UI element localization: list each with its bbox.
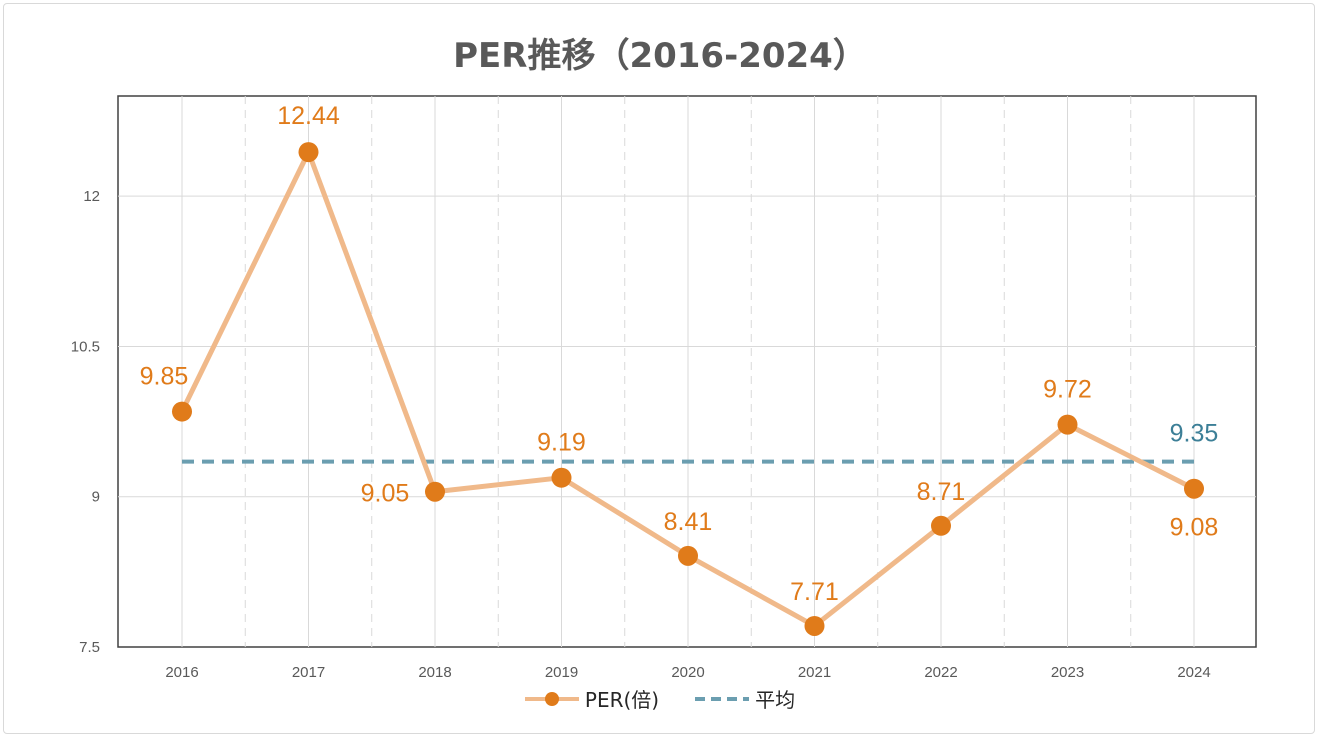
per-data-label: 9.85 bbox=[140, 363, 189, 391]
x-tick-label: 2023 bbox=[1051, 664, 1084, 681]
per-point bbox=[172, 401, 192, 422]
per-data-label: 9.05 bbox=[361, 480, 410, 508]
legend-marker-per bbox=[524, 691, 579, 706]
legend-item-average[interactable]: 平均 bbox=[695, 684, 795, 713]
legend-label-average: 平均 bbox=[755, 688, 796, 712]
legend: PER(倍) 平均 bbox=[0, 684, 1320, 713]
y-tick-label: 7.5 bbox=[79, 639, 100, 656]
average-data-label: 9.35 bbox=[1170, 420, 1219, 448]
legend-label-per: PER(倍) bbox=[584, 688, 660, 712]
y-tick-label: 10.5 bbox=[71, 338, 100, 355]
chart-frame bbox=[3, 3, 1315, 734]
per-point bbox=[1184, 478, 1204, 499]
per-point bbox=[1057, 414, 1078, 435]
x-tick-label: 2022 bbox=[924, 664, 957, 681]
per-data-label: 7.71 bbox=[790, 578, 839, 606]
per-point bbox=[931, 515, 951, 536]
per-point bbox=[551, 467, 572, 488]
per-data-label: 9.08 bbox=[1170, 514, 1219, 542]
plot-area bbox=[117, 95, 1257, 648]
x-tick-label: 2019 bbox=[545, 664, 578, 681]
chart-title: PER推移（2016-2024） bbox=[453, 36, 867, 76]
per-data-label: 12.44 bbox=[277, 102, 340, 130]
legend-marker-average bbox=[695, 696, 750, 701]
per-data-label: 9.19 bbox=[537, 429, 586, 457]
per-data-label: 9.72 bbox=[1043, 376, 1092, 404]
x-tick-label: 2021 bbox=[798, 664, 831, 681]
per-point bbox=[678, 545, 698, 566]
x-tick-label: 2017 bbox=[292, 664, 325, 681]
legend-item-per[interactable]: PER(倍) bbox=[524, 684, 660, 713]
y-tick-label: 12 bbox=[83, 188, 100, 205]
per-point bbox=[804, 615, 825, 636]
x-tick-label: 2016 bbox=[165, 664, 198, 681]
x-tick-label: 2024 bbox=[1177, 664, 1210, 681]
x-tick-label: 2018 bbox=[418, 664, 451, 681]
per-data-label: 8.71 bbox=[917, 478, 966, 506]
per-data-label: 8.41 bbox=[664, 508, 713, 536]
x-tick-label: 2020 bbox=[671, 664, 704, 681]
per-point bbox=[298, 142, 319, 163]
per-point bbox=[425, 481, 445, 502]
y-tick-label: 9 bbox=[92, 489, 100, 506]
